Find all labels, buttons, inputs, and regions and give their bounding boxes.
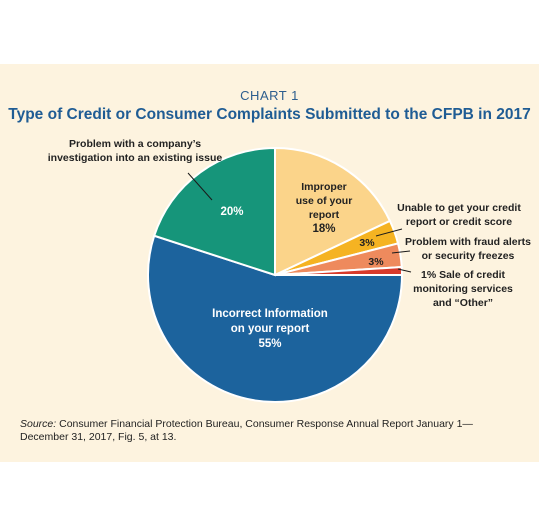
leader-fraud [391,250,411,254]
pie-slice-investigation [152,146,276,277]
label-improper: Improper use of your report 18% [295,181,353,235]
pie-slice-improper [274,146,392,277]
source-label: Source: [20,418,57,430]
label-investigation: Problem with a company’s investigation i… [47,138,223,164]
label-unable: Unable to get your credit report or cred… [397,202,521,228]
leader-sale [397,268,412,273]
leader-unable [375,228,403,237]
label-sale: 1% Sale of credit monitoring services an… [413,269,513,309]
value-unable: 3% [359,237,375,249]
label-fraud: Problem with fraud alerts or security fr… [404,236,532,262]
chart-label: CHART 1 [240,88,299,103]
source-text: Consumer Financial Protection Bureau, Co… [20,418,473,443]
value-investigation: 20% [220,206,244,218]
value-fraud: 3% [368,256,384,268]
chart-title: Type of Credit or Consumer Complaints Su… [8,106,531,123]
leader-investigation [187,172,213,201]
pie-slice-incorrect [147,234,404,403]
source-note: Source: Consumer Financial Protection Bu… [20,418,520,444]
label-incorrect: Incorrect Information on your report 55% [212,308,328,350]
